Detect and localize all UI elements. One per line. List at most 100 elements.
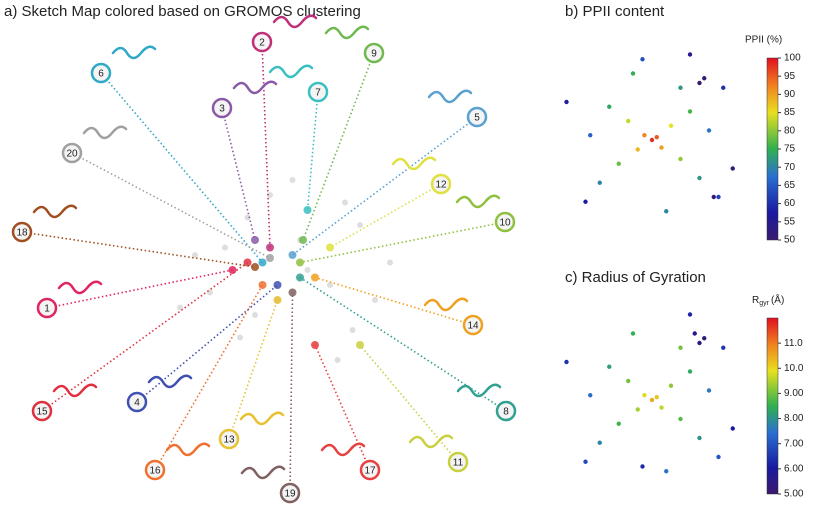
leader-line xyxy=(306,91,319,211)
structure xyxy=(272,14,318,29)
structure xyxy=(423,297,469,312)
leader-line xyxy=(154,284,264,471)
point xyxy=(730,166,735,171)
cluster-badge xyxy=(279,482,301,504)
point xyxy=(702,76,707,81)
panel-title: a) Sketch Map colored based on GROMOS cl… xyxy=(4,3,361,20)
cluster-label: 10 xyxy=(499,218,511,229)
point xyxy=(228,266,237,274)
point xyxy=(678,416,683,422)
cluster-label: 6 xyxy=(98,69,104,80)
structure xyxy=(268,64,314,79)
point xyxy=(616,161,621,166)
colorbar xyxy=(766,57,779,241)
point xyxy=(692,331,697,336)
structure xyxy=(239,411,285,426)
cluster-badge xyxy=(61,142,83,164)
point xyxy=(266,243,274,252)
point xyxy=(303,206,312,214)
point xyxy=(597,180,602,185)
leader-line xyxy=(314,276,474,326)
cluster-label: 11 xyxy=(453,458,464,469)
point xyxy=(288,288,297,297)
leader-line xyxy=(292,116,478,256)
cluster-badge xyxy=(307,81,329,103)
point xyxy=(387,259,393,266)
leader-line xyxy=(359,344,459,463)
cluster-label: 14 xyxy=(467,321,479,332)
point xyxy=(244,214,251,221)
point xyxy=(630,71,636,76)
point xyxy=(267,192,273,198)
point xyxy=(678,156,683,162)
colorbar-tick-label: 95 xyxy=(784,71,796,82)
point xyxy=(668,383,674,388)
point xyxy=(588,133,593,138)
colorbar-tick-label: 65 xyxy=(784,180,796,191)
cluster-label: 1 xyxy=(44,304,50,315)
colorbar-tick-label: 9.00 xyxy=(784,388,804,399)
point xyxy=(252,312,258,318)
cluster-label: 20 xyxy=(66,149,78,160)
point xyxy=(659,145,664,150)
point xyxy=(697,340,702,346)
point xyxy=(288,251,297,259)
point xyxy=(706,388,712,393)
structure xyxy=(240,465,286,480)
point xyxy=(659,405,664,410)
structure xyxy=(111,45,157,60)
cluster-badge xyxy=(36,297,58,319)
point xyxy=(237,334,243,341)
cluster-label: 7 xyxy=(315,88,321,99)
colorbar-tick-label: 55 xyxy=(784,216,796,227)
point xyxy=(222,244,228,251)
point xyxy=(326,243,334,252)
structure xyxy=(320,442,366,457)
structure xyxy=(391,156,437,171)
structure xyxy=(82,125,128,140)
colorbar-tick-label: 50 xyxy=(784,235,796,246)
leader-line xyxy=(41,261,248,412)
point xyxy=(616,421,621,426)
point xyxy=(716,454,721,460)
point xyxy=(607,364,612,369)
point xyxy=(635,407,640,412)
point xyxy=(311,341,319,349)
panel-title: c) Radius of Gyration xyxy=(565,269,706,286)
leader-line xyxy=(21,231,256,268)
cluster-badge xyxy=(31,400,53,422)
cluster-badge xyxy=(447,451,469,473)
colorbar-label: PPII (%) xyxy=(745,35,782,46)
cluster-badge xyxy=(466,106,488,128)
leader-line xyxy=(228,299,279,440)
point xyxy=(640,57,645,62)
structure xyxy=(232,80,278,95)
colorbar-label: Rgyr (Å) xyxy=(752,293,784,307)
point xyxy=(251,263,259,271)
cluster-label: 13 xyxy=(223,435,235,446)
structure xyxy=(408,434,454,449)
leader-line xyxy=(71,152,271,259)
cluster-badge xyxy=(11,221,33,243)
point xyxy=(654,394,659,400)
point xyxy=(349,327,356,333)
point xyxy=(721,345,726,350)
point xyxy=(711,194,716,200)
structure xyxy=(456,383,502,398)
point xyxy=(266,254,274,262)
point xyxy=(334,357,341,363)
point xyxy=(649,137,655,143)
leader-line xyxy=(314,344,371,471)
point xyxy=(327,282,333,288)
colorbar-tick-label: 85 xyxy=(784,107,796,118)
colorbar-tick-label: 7.00 xyxy=(784,438,804,449)
cluster-label: 4 xyxy=(134,398,140,409)
point xyxy=(687,52,693,57)
point xyxy=(678,345,683,350)
cluster-badge xyxy=(211,97,233,119)
point xyxy=(697,435,702,441)
point xyxy=(654,134,659,140)
structure xyxy=(147,374,193,389)
point xyxy=(642,133,647,138)
